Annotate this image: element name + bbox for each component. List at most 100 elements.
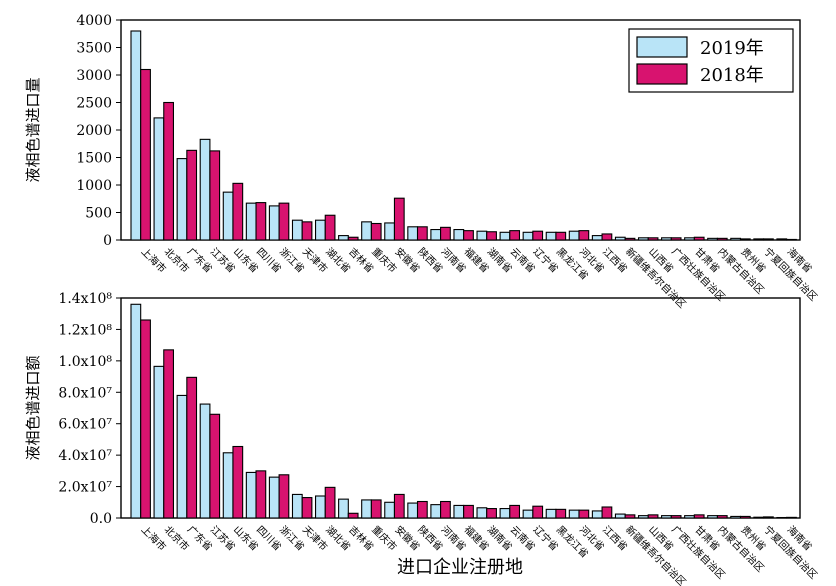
chart-top: 0 500 1000 1500 2000 2500 3000 3500 4000 液相色谱进口量上… — [24, 13, 820, 311]
bar-s2018 — [440, 226, 451, 241]
bar-s2019 — [591, 510, 603, 519]
y-tick-label: 0 — [103, 233, 112, 249]
bar-s2019 — [545, 508, 557, 519]
x-tick-label: 重庆市 — [369, 245, 399, 275]
x-tick-label: 安徽省 — [392, 245, 422, 275]
bar-s2019 — [453, 229, 465, 241]
bar-s2019 — [753, 516, 765, 519]
bar-s2019 — [199, 138, 211, 241]
bar-s2019 — [245, 202, 257, 241]
x-tick-label: 江西省 — [600, 523, 630, 553]
x-tick-label: 四川省 — [254, 245, 284, 275]
bar-s2018 — [255, 202, 267, 241]
bar-s2019 — [661, 237, 672, 241]
bar-s2018 — [393, 493, 405, 519]
bar-s2019 — [614, 513, 626, 519]
y-tick-label: 0.0 — [90, 511, 112, 527]
x-tick-label: 湖北省 — [323, 523, 353, 553]
x-tick-label: 四川省 — [254, 523, 284, 553]
bar-s2018 — [370, 222, 382, 241]
x-tick-label: 江西省 — [600, 245, 630, 275]
y-tick-label: 1.4x10⁸ — [58, 291, 112, 307]
bar-s2018 — [440, 500, 451, 519]
bar-s2019 — [130, 303, 142, 519]
bar-s2019 — [314, 219, 326, 241]
bar-s2018 — [647, 237, 659, 241]
bar-s2019 — [361, 221, 372, 241]
bar-s2018 — [301, 497, 313, 519]
x-tick-label: 广东省 — [185, 245, 215, 275]
bar-s2019 — [522, 231, 534, 241]
bar-s2019 — [499, 231, 511, 241]
bar-s2019 — [430, 229, 442, 241]
bar-s2018 — [555, 508, 567, 519]
bar-s2018 — [670, 237, 682, 241]
y-tick-label: 3000 — [76, 68, 112, 84]
x-tick-label: 吉林省 — [346, 523, 376, 553]
x-tick-label: 北京市 — [162, 523, 192, 553]
x-tick-label: 辽宁省 — [531, 523, 561, 553]
x-tick-label: 福建省 — [462, 523, 492, 553]
bar-s2018 — [486, 508, 497, 519]
bar-s2018 — [463, 504, 474, 519]
y-tick-label: 4000 — [76, 13, 112, 29]
bar-s2019 — [545, 231, 557, 241]
bar-s2018 — [232, 445, 244, 519]
bar-s2019 — [430, 504, 442, 519]
bar-s2018 — [716, 515, 728, 519]
bar-s2019 — [222, 191, 234, 241]
y-tick-label: 1500 — [76, 151, 112, 167]
y-tick-label: 2500 — [76, 96, 112, 112]
x-tick-label: 江苏省 — [208, 245, 238, 275]
bar-s2018 — [232, 182, 244, 241]
x-tick-label: 天津市 — [300, 245, 330, 275]
y-tick-label: 4.0x10⁷ — [58, 448, 112, 464]
bar-s2019 — [407, 226, 419, 241]
x-tick-label: 辽宁省 — [531, 245, 561, 275]
bar-s2019 — [245, 471, 257, 519]
y-tick-label: 2000 — [76, 123, 112, 139]
x-tick-label: 湖南省 — [485, 245, 515, 275]
bar-s2018 — [578, 230, 590, 241]
x-tick-label: 云南省 — [508, 245, 538, 275]
bar-s2019 — [314, 495, 326, 519]
bar-s2019 — [684, 515, 695, 519]
bar-s2018 — [786, 238, 797, 241]
x-tick-label: 湖南省 — [485, 523, 515, 553]
bar-s2018 — [601, 233, 613, 241]
bar-s2019 — [614, 236, 626, 241]
bar-s2019 — [291, 493, 303, 519]
bar-s2018 — [762, 238, 774, 241]
bar-s2019 — [176, 158, 188, 241]
bar-s2018 — [578, 509, 590, 519]
bar-s2018 — [509, 230, 521, 241]
x-tick-label: 福建省 — [462, 245, 492, 275]
bar-s2018 — [416, 226, 428, 241]
bar-s2019 — [522, 509, 534, 519]
x-tick-label: 浙江省 — [277, 523, 307, 553]
bar-s2019 — [384, 222, 396, 241]
bar-s2019 — [730, 515, 742, 519]
bar-s2019 — [684, 237, 695, 241]
bar-s2018 — [140, 319, 151, 519]
bar-s2018 — [463, 230, 474, 241]
bar-s2018 — [739, 515, 751, 519]
bar-s2019 — [661, 515, 672, 519]
x-tick-label: 上海市 — [139, 523, 169, 553]
bar-s2018 — [601, 506, 613, 519]
bar-s2018 — [624, 514, 636, 519]
bar-s2018 — [324, 486, 336, 519]
y-tick-label: 2.0x10⁷ — [58, 480, 112, 496]
bar-s2019 — [222, 452, 234, 519]
legend-label: 2018年 — [700, 65, 764, 86]
bar-s2018 — [486, 231, 497, 241]
y-axis-label: 液相色谱进口量 — [24, 77, 42, 182]
x-tick-label: 陕西省 — [415, 245, 445, 275]
x-tick-label: 山东省 — [231, 245, 261, 275]
bar-s2018 — [163, 349, 174, 519]
bar-s2019 — [707, 515, 718, 519]
bar-s2019 — [338, 498, 349, 519]
bar-s2019 — [499, 508, 511, 519]
x-tick-label: 湖北省 — [323, 245, 353, 275]
bar-s2018 — [209, 150, 221, 241]
